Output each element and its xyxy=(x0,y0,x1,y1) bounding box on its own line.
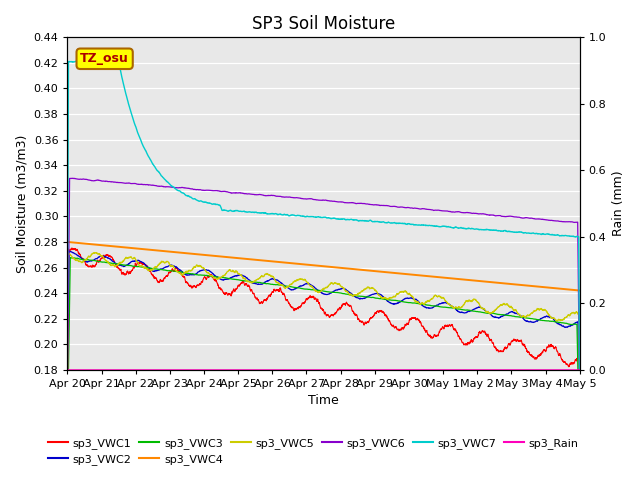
Legend: sp3_VWC1, sp3_VWC2, sp3_VWC3, sp3_VWC4, sp3_VWC5, sp3_VWC6, sp3_VWC7, sp3_Rain: sp3_VWC1, sp3_VWC2, sp3_VWC3, sp3_VWC4, … xyxy=(44,433,582,469)
Y-axis label: Rain (mm): Rain (mm) xyxy=(612,171,625,236)
Text: TZ_osu: TZ_osu xyxy=(80,52,129,65)
X-axis label: Time: Time xyxy=(308,395,339,408)
Title: SP3 Soil Moisture: SP3 Soil Moisture xyxy=(252,15,395,33)
Y-axis label: Soil Moisture (m3/m3): Soil Moisture (m3/m3) xyxy=(15,134,28,273)
